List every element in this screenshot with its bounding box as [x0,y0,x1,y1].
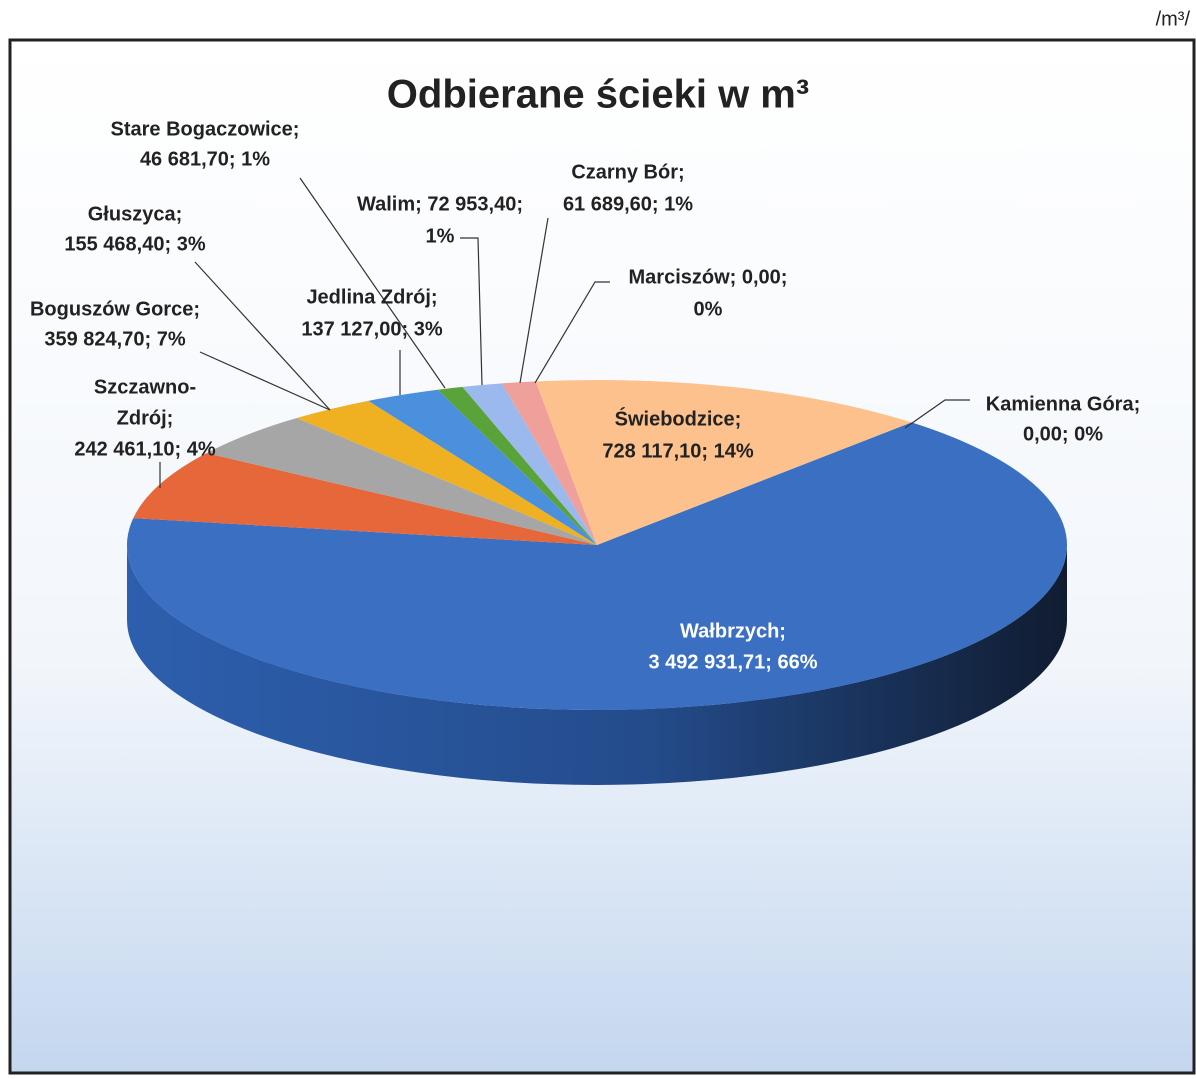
chart-title: Odbierane ścieki w m³ [387,73,809,117]
slice [462,383,597,545]
leader-line [299,177,446,389]
data-label: Wałbrzych; [680,620,786,642]
data-label: 46 681,70; 1% [140,148,270,170]
leader-line [460,237,483,386]
data-label: Świebodzice; [615,406,742,430]
slice [368,389,597,545]
leader-line [534,281,610,384]
data-label: 0% [694,298,723,320]
slice [535,380,912,545]
unit-note: /m³/ [1156,8,1191,30]
data-label: 1% [426,225,455,247]
leader-line [199,351,331,411]
leader-line [904,399,970,429]
data-label: Jedlina Zdrój; [306,286,437,308]
slice [126,422,1067,711]
data-label: 242 461,10; 4% [74,438,215,460]
slice-side [127,545,1067,785]
data-label: 3 492 931,71; 66% [648,651,817,673]
data-label: 359 824,70; 7% [44,328,185,350]
data-label: Szczawno- [94,376,196,398]
data-label: Zdrój; [117,407,174,429]
data-label: 137 127,00; 3% [301,318,442,340]
slice [296,400,597,545]
data-label: 0,00; 0% [1023,423,1103,445]
data-label: Stare Bogaczowice; [111,118,300,140]
data-label: 728 117,10; 14% [602,440,753,462]
slice [206,418,597,545]
slice [501,381,597,545]
leader-line [194,261,331,411]
data-label: Boguszów Gorce; [30,298,200,320]
data-label: 155 468,40; 3% [64,233,205,255]
slice [437,386,597,545]
data-label: Marciszów; 0,00; [629,266,788,288]
slice [133,453,597,545]
data-label: Głuszyca; [88,203,182,225]
data-label: Czarny Bór; [571,161,684,183]
data-label: Kamienna Góra; [986,393,1140,415]
data-label: Walim; 72 953,40; [357,193,523,215]
leader-line [519,217,549,384]
data-label: 61 689,60; 1% [563,193,693,215]
